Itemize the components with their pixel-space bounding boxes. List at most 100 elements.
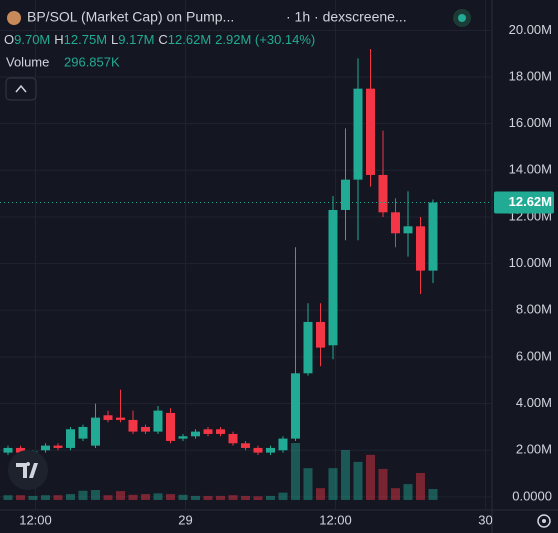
- volume-bar: [266, 495, 275, 500]
- candle-body: [178, 436, 188, 439]
- volume-bar: [91, 490, 100, 500]
- candle-body: [266, 447, 275, 453]
- grid: [0, 0, 492, 510]
- volume-bar: [191, 495, 200, 500]
- volume-bar: [278, 492, 288, 500]
- ohlc-legend: O9.70M H12.75M L9.17M C12.62M 2.92M (+30.14%…: [4, 32, 315, 47]
- candle-body: [303, 321, 313, 374]
- ohlc-value: 12.62M: [168, 32, 211, 47]
- candle-body: [153, 410, 163, 432]
- candle-body: [128, 419, 138, 432]
- y-tick-label: 16.00M: [509, 115, 552, 130]
- volume-bar: [241, 495, 250, 500]
- candle-body: [278, 438, 288, 451]
- x-tick-label: 30: [478, 512, 492, 527]
- volume-bar: [28, 495, 38, 500]
- volume-bar: [253, 496, 263, 500]
- candle-body: [78, 426, 88, 439]
- collapse-button[interactable]: [5, 77, 37, 101]
- ohlc-value: 12.75M: [64, 32, 107, 47]
- volume-bar: [16, 495, 25, 500]
- y-tick-label: 18.00M: [509, 68, 552, 83]
- change-value: 2.92M (+30.14%): [215, 32, 315, 47]
- x-tick-label: 12:00: [319, 512, 352, 527]
- y-tick-label: 0.0000: [512, 488, 552, 503]
- candle-body: [203, 429, 213, 434]
- candle-body: [116, 417, 125, 420]
- y-tick-label: 10.00M: [509, 255, 552, 270]
- volume-bar: [53, 495, 63, 500]
- candle-body: [428, 202, 438, 271]
- candle-body: [416, 226, 425, 271]
- volume-bar: [403, 484, 413, 500]
- logo: [16, 462, 38, 478]
- volume-bar: [153, 493, 163, 500]
- candle-body: [241, 443, 250, 448]
- candle-body: [3, 447, 13, 453]
- volume-bar: [316, 488, 325, 500]
- volume-bar: [66, 494, 75, 500]
- ohlc-label: H: [54, 32, 63, 47]
- volume-bar: [353, 461, 363, 500]
- ohlc-label: O: [4, 32, 14, 47]
- volume-bar: [378, 468, 388, 500]
- volume-bar: [116, 491, 125, 500]
- volume-bar: [428, 489, 438, 500]
- axes: 0.00002.00M4.00M6.00M8.00M10.00M12.00M14…: [0, 22, 554, 527]
- price-tag-label: 12.62M: [509, 194, 552, 209]
- candle-body: [141, 426, 150, 432]
- volume-bar: [228, 495, 238, 500]
- settings-icon-center: [542, 519, 546, 523]
- y-tick-label: 6.00M: [516, 348, 552, 363]
- candle-body: [316, 321, 325, 348]
- y-tick-label: 2.00M: [516, 442, 552, 457]
- settings-icon[interactable]: [537, 514, 551, 528]
- ohlc-value: 9.17M: [118, 32, 154, 47]
- volume-bar: [291, 443, 300, 500]
- x-tick-label: 12:00: [19, 512, 52, 527]
- y-tick-label: 8.00M: [516, 302, 552, 317]
- volume-bar: [103, 495, 113, 500]
- candles: [3, 48, 438, 455]
- volume-title: Volume: [6, 54, 49, 69]
- candle-body: [216, 429, 225, 434]
- status-dot: [458, 14, 466, 22]
- chart-subtitle: · 1h · dexscreene...: [286, 9, 407, 25]
- candle-body: [328, 209, 338, 346]
- volume-bar: [178, 494, 188, 500]
- y-tick-label: 4.00M: [516, 395, 552, 410]
- volume-bar: [128, 494, 138, 500]
- candle-body: [291, 373, 300, 439]
- candle-body: [378, 174, 388, 213]
- volume-bar: [216, 495, 225, 500]
- y-tick-label: 20.00M: [509, 22, 552, 37]
- candle-body: [366, 88, 375, 175]
- ohlc-value: 9.70M: [14, 32, 50, 47]
- volume-value: 296.857K: [64, 54, 120, 69]
- candle-body: [228, 433, 238, 444]
- price-tag: [494, 191, 554, 214]
- candle-body: [66, 429, 75, 448]
- volume-bar: [78, 490, 88, 500]
- candle-body: [16, 447, 25, 453]
- x-tick-label: 29: [178, 512, 192, 527]
- chart-title: BP/SOL (Market Cap) on Pump...: [27, 9, 234, 25]
- candle-body: [391, 212, 400, 234]
- volume-bar: [3, 495, 13, 500]
- collapse-icon: [15, 84, 27, 93]
- volume-bar: [328, 468, 338, 500]
- logo-badge: [8, 450, 48, 490]
- volume-bar: [41, 495, 50, 500]
- candle-body: [191, 431, 200, 437]
- candle-body: [403, 226, 413, 234]
- candle-body: [353, 88, 363, 180]
- token-icon: [7, 11, 21, 25]
- volume-bar: [341, 450, 350, 500]
- ohlc-label: L: [111, 32, 118, 47]
- volume-bar: [366, 454, 375, 500]
- candle-body: [103, 415, 113, 420]
- ohlc-label: C: [158, 32, 167, 47]
- volume-bars: [3, 443, 438, 500]
